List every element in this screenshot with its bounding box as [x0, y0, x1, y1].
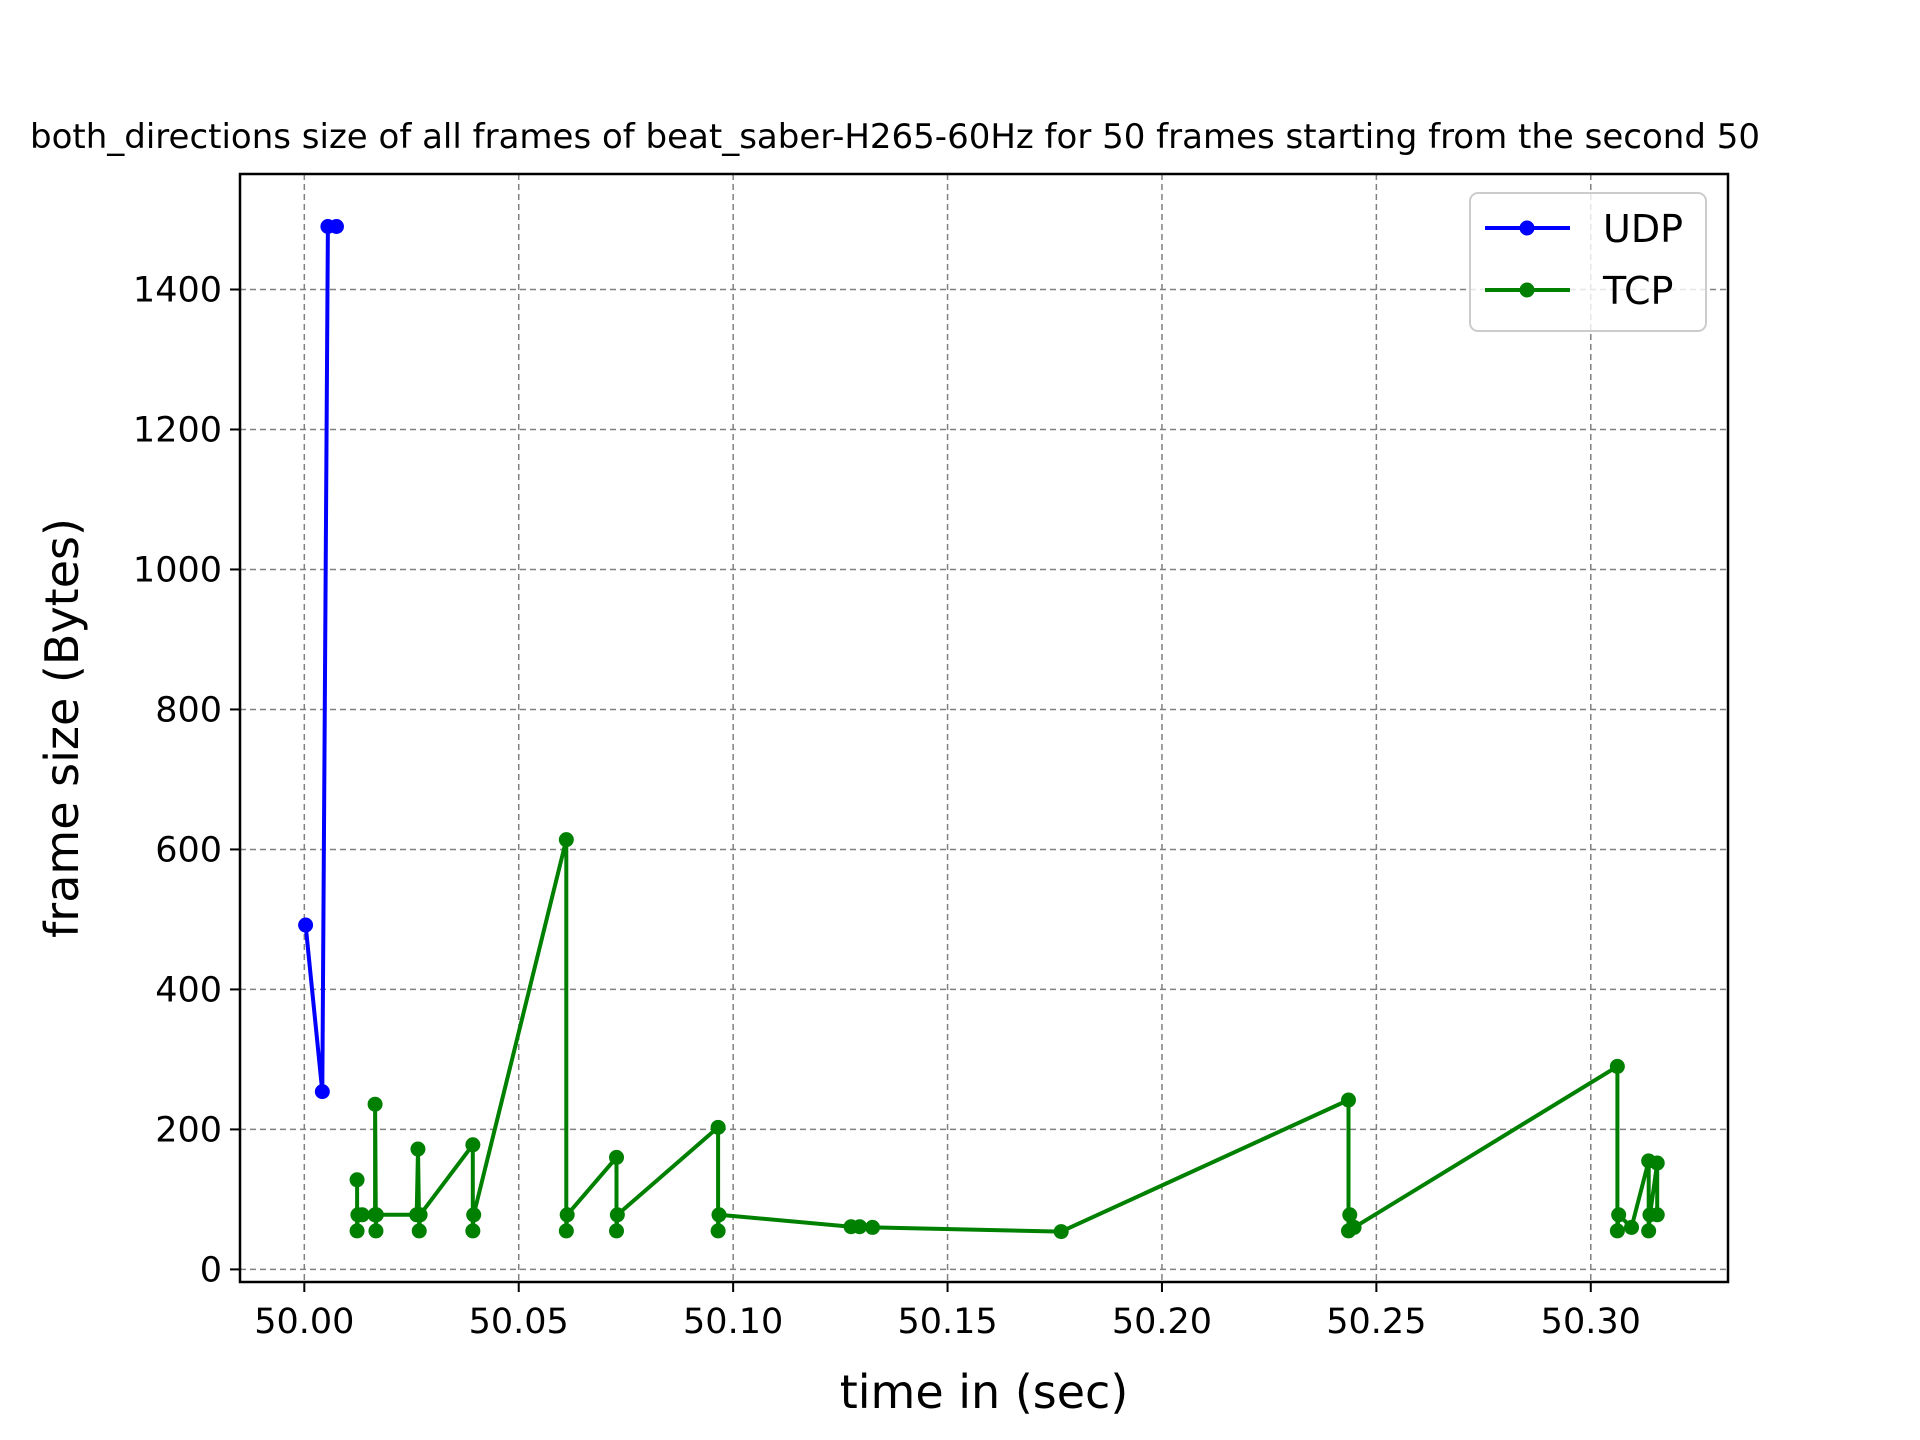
data-point-tcp — [609, 1149, 625, 1165]
data-point-tcp — [410, 1141, 426, 1157]
data-point-tcp — [1649, 1207, 1665, 1223]
data-point-tcp — [865, 1219, 881, 1235]
x-tick-label: 50.30 — [1541, 1302, 1641, 1342]
y-tick-label: 1200 — [133, 410, 222, 450]
x-tick-label: 50.05 — [469, 1302, 569, 1342]
data-point-tcp — [559, 1207, 575, 1223]
data-point-udp — [314, 1084, 330, 1100]
data-point-tcp — [368, 1223, 384, 1239]
data-point-tcp — [1611, 1207, 1627, 1223]
data-point-tcp — [367, 1096, 383, 1112]
x-tick-label: 50.20 — [1112, 1302, 1212, 1342]
data-point-tcp — [368, 1207, 384, 1223]
data-point-tcp — [1340, 1092, 1356, 1108]
y-tick-label: 600 — [155, 830, 222, 870]
data-point-tcp — [349, 1223, 365, 1239]
data-point-tcp — [852, 1219, 868, 1235]
data-point-tcp — [1609, 1058, 1625, 1074]
data-point-tcp — [609, 1207, 625, 1223]
data-point-tcp — [1342, 1207, 1358, 1223]
series-line-tcp — [355, 837, 1660, 1234]
plot-frame — [238, 172, 1730, 1284]
data-point-tcp — [609, 1223, 625, 1239]
y-tick-label: 400 — [155, 970, 222, 1010]
y-axis: 0 200 400 600 800 1000 1200 1400 — [133, 270, 240, 1290]
y-tick-label: 0 — [200, 1250, 222, 1290]
x-tick-label: 50.25 — [1326, 1302, 1426, 1342]
x-axis-label: time in (sec) — [840, 1365, 1129, 1419]
data-point-tcp — [558, 1223, 574, 1239]
data-point-tcp — [465, 1223, 481, 1239]
x-tick-label: 50.10 — [683, 1302, 783, 1342]
data-point-udp — [298, 917, 314, 933]
y-tick-label: 200 — [155, 1110, 222, 1150]
legend-label-tcp: TCP — [1602, 269, 1673, 313]
data-point-tcp — [412, 1207, 428, 1223]
legend-marker-udp — [1519, 220, 1535, 236]
data-point-tcp — [349, 1172, 365, 1188]
data-point-tcp — [354, 1207, 370, 1223]
data-point-tcp — [1649, 1155, 1665, 1171]
data-point-tcp — [558, 832, 574, 848]
data-point-tcp — [1053, 1224, 1069, 1240]
data-point-udp — [328, 218, 344, 234]
y-tick-label: 1000 — [133, 550, 222, 590]
y-tick-label: 1400 — [133, 270, 222, 310]
x-tick-label: 50.15 — [897, 1302, 997, 1342]
series-line-udp — [303, 224, 337, 1094]
grid — [240, 174, 1728, 1282]
data-point-tcp — [411, 1223, 427, 1239]
data-point-tcp — [1641, 1223, 1657, 1239]
data-point-tcp — [465, 1137, 481, 1153]
data-point-tcp — [711, 1207, 727, 1223]
data-point-tcp — [710, 1119, 726, 1135]
x-tick-label: 50.00 — [254, 1302, 354, 1342]
series-layer — [298, 218, 1665, 1240]
x-axis: 50.00 50.05 50.10 50.15 50.20 50.25 50.30 — [254, 1282, 1641, 1342]
legend-label-udp: UDP — [1603, 207, 1683, 251]
legend-marker-tcp — [1519, 282, 1535, 298]
data-point-tcp — [1624, 1219, 1640, 1235]
data-point-tcp — [1346, 1219, 1362, 1235]
data-point-tcp — [710, 1223, 726, 1239]
legend: UDP TCP — [1469, 192, 1707, 332]
data-point-tcp — [466, 1207, 482, 1223]
data-point-tcp — [1609, 1223, 1625, 1239]
y-tick-label: 800 — [155, 690, 222, 730]
y-axis-label: frame size (Bytes) — [35, 518, 89, 938]
chart-title: both_directions size of all frames of be… — [30, 117, 1760, 157]
